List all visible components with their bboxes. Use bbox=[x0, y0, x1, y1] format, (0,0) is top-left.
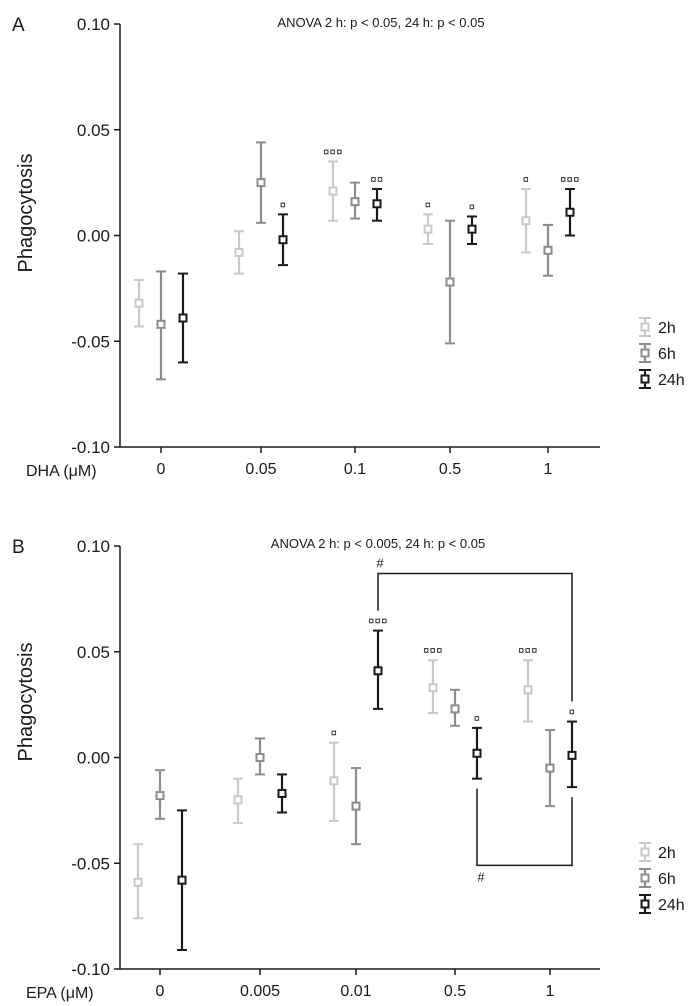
panel-b-plot: 0.100.050.00-0.05-0.100 0.005 0.01 0.5 1¤¤¤¤… bbox=[71, 537, 684, 1000]
panel-b-x-tick-label: 0 bbox=[156, 983, 165, 1000]
panel-a-y-tick-label: 0.05 bbox=[77, 121, 110, 140]
panel-a-legend-item-24h: 24h bbox=[639, 369, 685, 389]
panel-b-legend-item-24h: 24h bbox=[639, 894, 685, 914]
panel-a-anova-title: ANOVA 2 h: p < 0.05, 24 h: p < 0.05 bbox=[277, 15, 484, 30]
panel-a-x-tick-label: 1 bbox=[544, 461, 553, 478]
panel-a-y-tick-label: -0.10 bbox=[71, 438, 110, 457]
panel-a-significance-marker: ¤ bbox=[469, 201, 476, 213]
panel-b-bracket-label: # bbox=[376, 555, 384, 570]
panel-a-x-axis-label: DHA (μM) bbox=[26, 463, 97, 480]
panel-b-comparison-bracket bbox=[476, 788, 573, 867]
panel-a-x-tick-label: 0.05 bbox=[245, 461, 276, 478]
panel-a-significance-marker: ¤¤¤ bbox=[323, 146, 343, 158]
panel-b-significance-marker: ¤¤¤ bbox=[518, 645, 538, 657]
panel-b-point-2h bbox=[428, 683, 438, 693]
panel-b-y-tick-label: -0.10 bbox=[71, 960, 110, 979]
panel-b-significance-marker: ¤¤¤ bbox=[423, 645, 443, 657]
panel-a: A ANOVA 2 h: p < 0.05, 24 h: p < 0.05 Ph… bbox=[12, 15, 685, 480]
panel-b-significance-marker: ¤¤¤ bbox=[368, 616, 388, 628]
panel-a-x-tick-label: 0.5 bbox=[439, 461, 461, 478]
panel-b-point-24h bbox=[472, 748, 482, 758]
panel-b-point-2h bbox=[133, 877, 143, 887]
panel-b-point-24h bbox=[177, 875, 187, 885]
panel-b-bracket-label: # bbox=[477, 869, 485, 884]
panel-a-point-6h bbox=[445, 277, 455, 287]
panel-b-x-tick-label: 0.5 bbox=[444, 983, 466, 1000]
panel-b-point-24h bbox=[373, 666, 383, 676]
panel-b-x-tick-label: 1 bbox=[546, 983, 555, 1000]
panel-a-x-tick-label: 0 bbox=[157, 461, 166, 478]
panel-a-significance-marker: ¤ bbox=[523, 174, 530, 186]
panel-b-point-6h bbox=[255, 753, 265, 762]
panel-b-legend-label: 2h bbox=[658, 845, 676, 862]
panel-a-y-axis-label: Phagocytosis bbox=[15, 154, 37, 273]
panel-a-point-2h bbox=[234, 247, 244, 257]
panel-b-point-6h bbox=[450, 704, 460, 714]
panel-b-point-6h bbox=[545, 763, 555, 773]
panel-a-point-24h bbox=[278, 235, 288, 245]
panel-b: B ANOVA 2 h: p < 0.005, 24 h: p < 0.05 P… bbox=[12, 536, 685, 1002]
panel-a-point-6h bbox=[256, 178, 266, 188]
panel-a-point-2h bbox=[328, 186, 338, 196]
panel-b-x-tick-label: 0.01 bbox=[340, 983, 371, 1000]
panel-a-point-2h bbox=[134, 298, 144, 308]
panel-b-significance-marker: ¤ bbox=[474, 713, 481, 725]
panel-b-y-tick-label: -0.05 bbox=[71, 854, 110, 873]
panel-a-x-tick-label: 0.1 bbox=[344, 461, 366, 478]
panel-a-letter: A bbox=[12, 15, 25, 36]
panel-a-legend-label: 24h bbox=[658, 372, 685, 389]
panel-b-point-24h bbox=[567, 750, 577, 760]
panel-a-significance-marker: ¤ bbox=[425, 199, 432, 211]
panel-a-point-6h bbox=[156, 319, 166, 329]
panel-b-significance-marker: ¤ bbox=[331, 728, 338, 740]
panel-b-legend-item-6h: 6h bbox=[639, 868, 676, 888]
panel-b-point-6h bbox=[155, 791, 165, 801]
panel-b-x-axis-label: EPA (μM) bbox=[26, 985, 94, 1002]
panel-b-letter: B bbox=[12, 537, 25, 558]
panel-a-legend-label: 2h bbox=[658, 320, 676, 337]
panel-b-x-tick-label: 0.005 bbox=[240, 983, 280, 1000]
panel-a-legend-item-6h: 6h bbox=[639, 343, 676, 363]
panel-a-legend-item-2h: 2h bbox=[639, 317, 676, 337]
panel-b-point-6h bbox=[351, 801, 361, 811]
panel-b-comparison-bracket bbox=[377, 572, 573, 702]
panel-a-y-tick-label: -0.05 bbox=[71, 332, 110, 351]
panel-b-significance-marker: ¤ bbox=[569, 707, 576, 719]
panel-a-point-24h bbox=[467, 224, 477, 234]
panel-b-y-tick-label: 0.10 bbox=[77, 537, 110, 556]
panel-a-point-6h bbox=[350, 197, 360, 207]
panel-b-point-24h bbox=[277, 788, 287, 798]
panel-b-y-tick-label: 0.05 bbox=[77, 643, 110, 662]
panel-a-significance-marker: ¤¤¤ bbox=[560, 174, 580, 186]
panel-b-y-tick-label: 0.00 bbox=[77, 749, 110, 768]
panel-a-significance-marker: ¤¤ bbox=[370, 174, 383, 186]
panel-b-legend-item-2h: 2h bbox=[639, 842, 676, 862]
panel-a-point-24h bbox=[565, 207, 575, 217]
panel-b-point-2h bbox=[523, 685, 533, 695]
panel-b-point-2h bbox=[329, 776, 339, 786]
panel-a-point-2h bbox=[423, 224, 433, 234]
panel-b-legend-label: 24h bbox=[658, 897, 685, 914]
panel-a-point-2h bbox=[521, 216, 531, 226]
panel-b-anova-title: ANOVA 2 h: p < 0.005, 24 h: p < 0.05 bbox=[271, 536, 485, 551]
panel-a-legend-label: 6h bbox=[658, 346, 676, 363]
panel-a-point-24h bbox=[372, 199, 382, 209]
panel-a-point-6h bbox=[543, 245, 553, 255]
panel-a-y-tick-label: 0.00 bbox=[77, 227, 110, 246]
panel-a-y-tick-label: 0.10 bbox=[77, 15, 110, 34]
panel-a-significance-marker: ¤ bbox=[280, 199, 287, 211]
panel-a-plot: 0.100.050.00-0.05-0.100 0.05 0.1 0.5 1¤¤¤¤¤¤… bbox=[71, 15, 684, 478]
panel-b-legend-label: 6h bbox=[658, 871, 676, 888]
panel-b-y-axis-label: Phagocytosis bbox=[15, 643, 37, 762]
panel-b-point-2h bbox=[233, 795, 243, 805]
panel-a-point-24h bbox=[178, 313, 188, 323]
